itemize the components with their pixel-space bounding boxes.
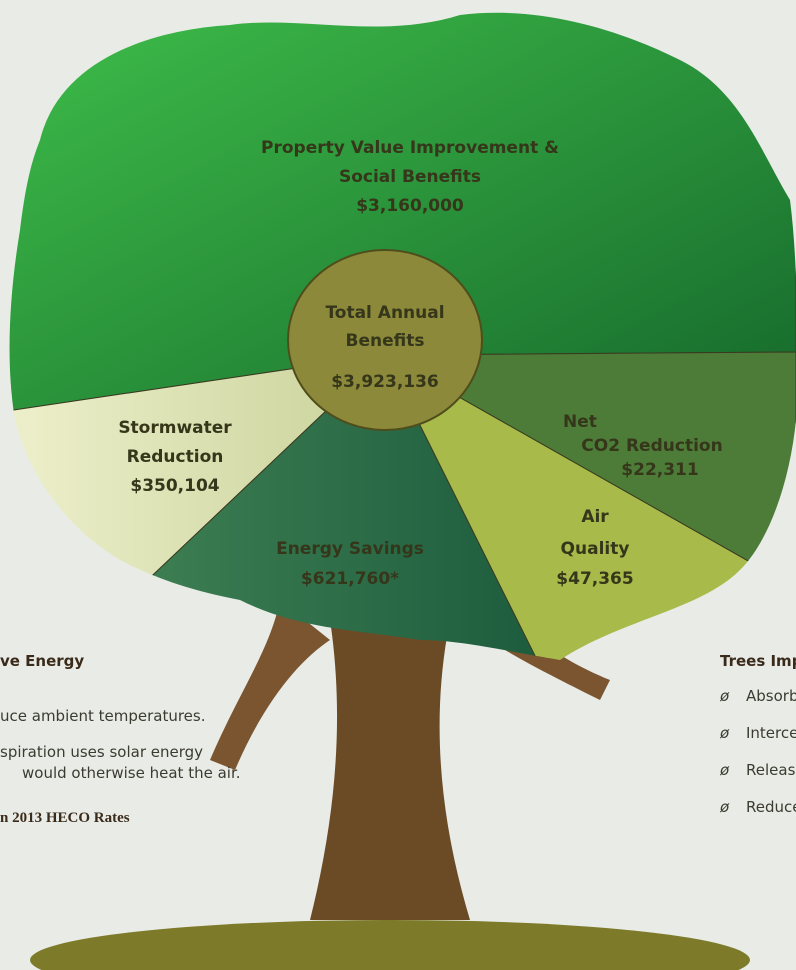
segment-label: Quality — [561, 539, 630, 559]
segment-label: Energy Savings — [276, 539, 424, 559]
ground — [30, 920, 750, 970]
infographic: Property Value Improvement & Social Bene… — [0, 0, 796, 970]
left-footnote: n 2013 HECO Rates — [0, 810, 130, 826]
left-text: spiration uses solar energy — [0, 743, 203, 761]
segment-label: Social Benefits — [339, 167, 481, 187]
left-text: uce ambient temperatures. — [0, 707, 206, 725]
segment-value: $47,365 — [556, 569, 633, 589]
segment-label: Property Value Improvement & — [261, 138, 559, 158]
bullet: ø — [719, 761, 730, 779]
segment-value: $621,760* — [301, 569, 399, 589]
branch — [210, 600, 330, 770]
list-item: Release — [746, 761, 796, 779]
segment-value: $350,104 — [130, 476, 219, 496]
segment-label: CO2 Reduction — [581, 436, 722, 456]
bullet: ø — [719, 687, 730, 705]
left-heading: ve Energy — [0, 652, 84, 670]
page: {"tree": { "property": {"label_lines": [… — [0, 0, 796, 970]
total-label: Total Annual — [325, 303, 444, 323]
segment-value: $22,311 — [621, 460, 698, 480]
segment-label: Net — [563, 412, 597, 432]
bullet: ø — [719, 798, 730, 816]
segment-label: Reduction — [127, 447, 224, 467]
segment-value: $3,160,000 — [356, 196, 464, 216]
segment-label: Air — [581, 507, 609, 527]
bullet: ø — [719, 724, 730, 742]
trunk — [310, 620, 470, 920]
segment-label: Stormwater — [118, 418, 232, 438]
list-item: Reduce — [746, 798, 796, 816]
left-text: would otherwise heat the air. — [22, 764, 241, 782]
list-item: Absorb — [746, 687, 796, 705]
list-item: Interce — [746, 724, 796, 742]
right-heading: Trees Impro — [720, 652, 796, 670]
total-label: Benefits — [346, 331, 425, 351]
right-list: ø Absorb ø Interce ø Release ø Reduce — [719, 687, 796, 816]
total-value: $3,923,136 — [331, 372, 439, 392]
